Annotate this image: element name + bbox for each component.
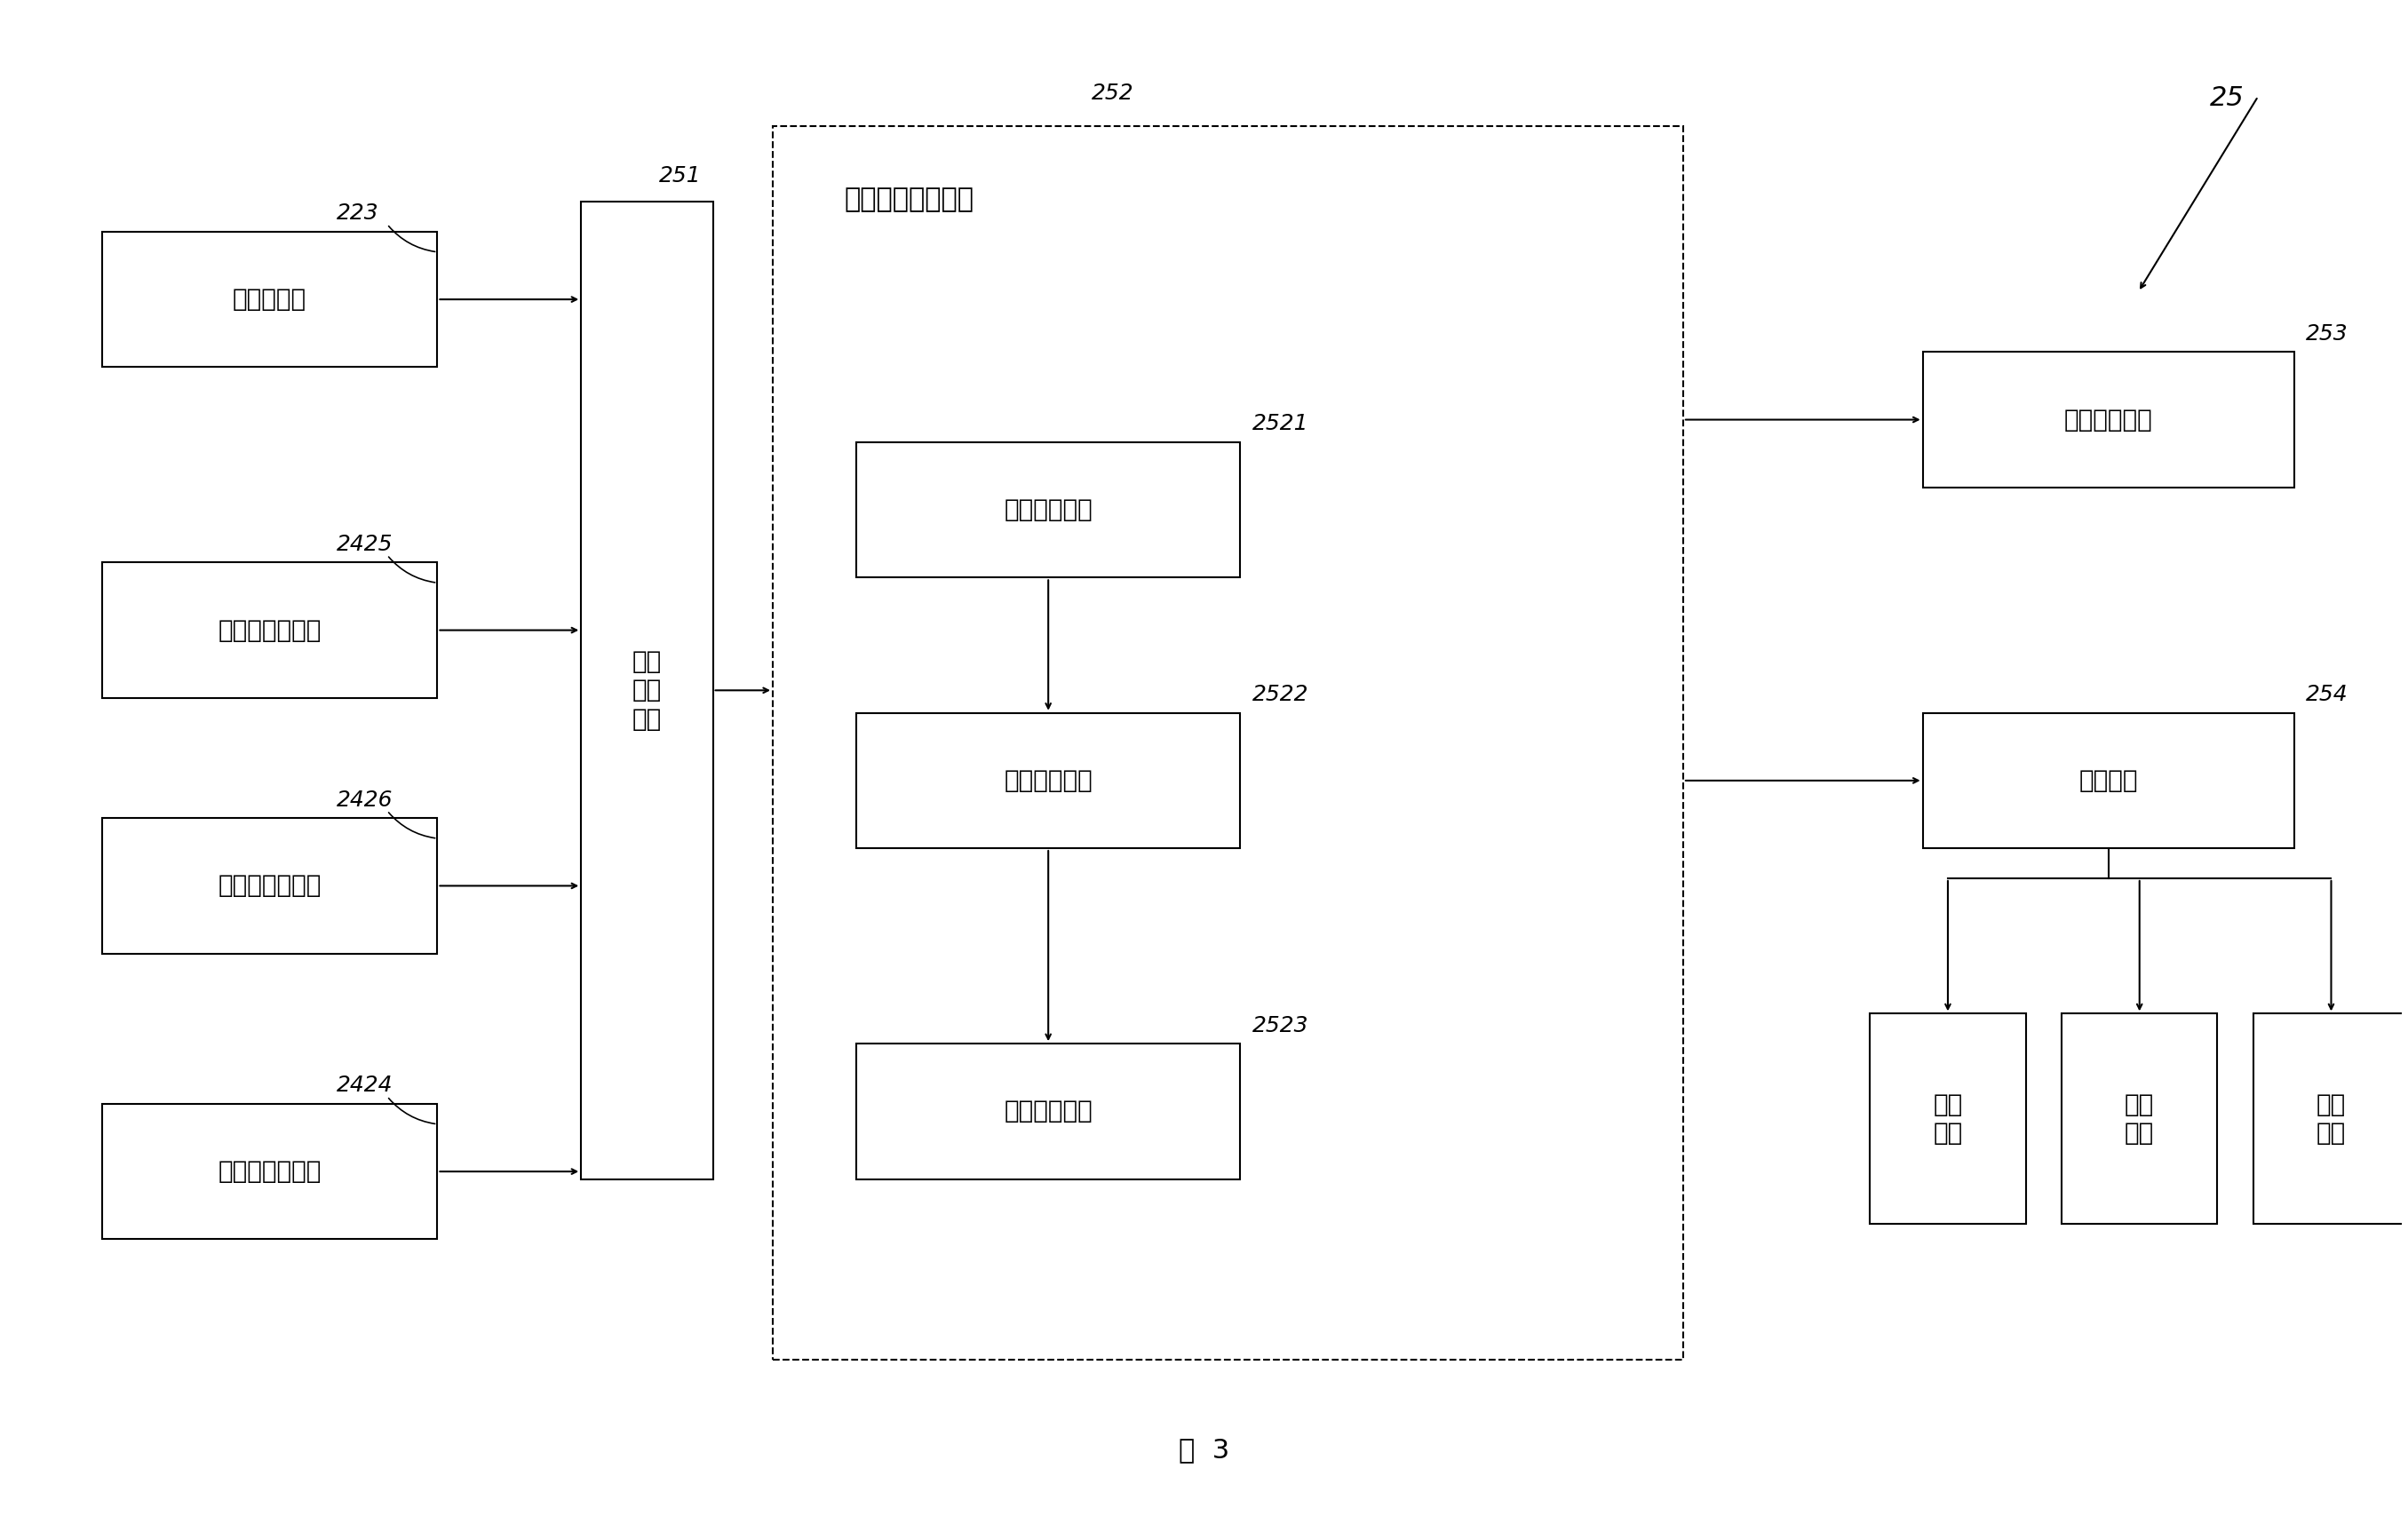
FancyBboxPatch shape: [580, 202, 713, 1179]
Text: 223: 223: [337, 203, 378, 224]
Text: 数据
采集
单元: 数据 采集 单元: [633, 649, 662, 732]
FancyBboxPatch shape: [101, 562, 438, 697]
Text: 数据存储单元: 数据存储单元: [1004, 769, 1093, 793]
Text: 转速
控制: 转速 控制: [1934, 1092, 1963, 1146]
Text: 图  3: 图 3: [1178, 1437, 1230, 1463]
FancyBboxPatch shape: [1922, 713, 2295, 849]
Text: 数据分析处理中心: 数据分析处理中心: [845, 186, 975, 212]
Text: 2521: 2521: [1252, 414, 1308, 435]
FancyBboxPatch shape: [1871, 1014, 2025, 1223]
Text: 2426: 2426: [337, 790, 393, 811]
FancyBboxPatch shape: [101, 232, 438, 367]
Text: 流量
调节: 流量 调节: [2316, 1092, 2345, 1146]
FancyBboxPatch shape: [857, 1043, 1240, 1179]
FancyBboxPatch shape: [1922, 352, 2295, 487]
FancyBboxPatch shape: [857, 713, 1240, 849]
Text: 2424: 2424: [337, 1075, 393, 1096]
Text: 2425: 2425: [337, 534, 393, 555]
Bar: [773, 126, 1683, 1360]
Text: 25: 25: [2211, 86, 2244, 111]
Text: 251: 251: [660, 165, 701, 186]
Text: 控制单元: 控制单元: [2078, 769, 2138, 793]
Text: 转速传感器: 转速传感器: [234, 287, 306, 312]
Text: 油泵回油流量计: 油泵回油流量计: [219, 873, 320, 899]
Text: 254: 254: [2307, 684, 2348, 705]
FancyBboxPatch shape: [857, 443, 1240, 578]
FancyBboxPatch shape: [101, 819, 438, 954]
Text: 数据计算单元: 数据计算单元: [1004, 497, 1093, 523]
Text: 数据显示单元: 数据显示单元: [2064, 408, 2153, 432]
Text: 燃油压力传感器: 燃油压力传感器: [219, 1160, 320, 1184]
Text: 曲线生成单元: 曲线生成单元: [1004, 1099, 1093, 1123]
Text: 压力
控制: 压力 控制: [2124, 1092, 2155, 1146]
FancyBboxPatch shape: [2254, 1014, 2408, 1223]
FancyBboxPatch shape: [2061, 1014, 2218, 1223]
Text: 252: 252: [1091, 82, 1134, 105]
Text: 2523: 2523: [1252, 1014, 1308, 1035]
Text: 253: 253: [2307, 323, 2348, 344]
FancyBboxPatch shape: [101, 1104, 438, 1239]
Text: 油泵进油流量计: 油泵进油流量计: [219, 617, 320, 643]
Text: 2522: 2522: [1252, 684, 1308, 705]
